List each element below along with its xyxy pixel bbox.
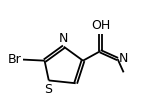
Text: OH: OH [91, 19, 110, 32]
Text: N: N [119, 52, 128, 65]
Text: S: S [44, 83, 52, 96]
Text: N: N [59, 32, 69, 45]
Text: Br: Br [8, 53, 22, 66]
